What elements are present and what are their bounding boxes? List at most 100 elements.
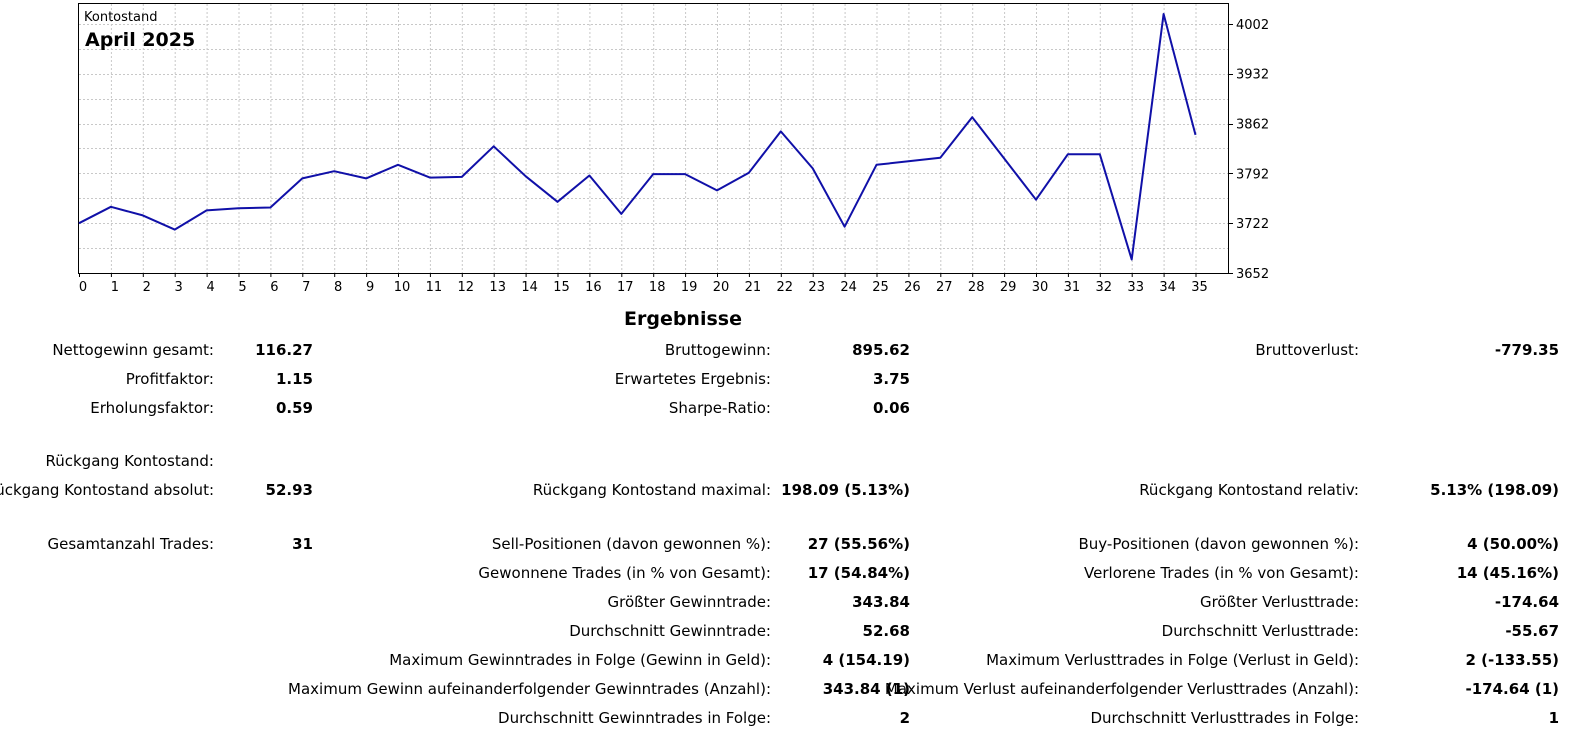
results-row: Erholungsfaktor: 0.59 Sharpe-Ratio: 0.06 (0, 399, 1581, 419)
y-tick-label: 3722 (1236, 217, 1269, 232)
stat-value: -779.35 (1494, 341, 1559, 359)
x-tick-label: 3 (175, 280, 183, 295)
stat-label: Größter Verlusttrade: (1199, 593, 1359, 611)
x-tick-label: 11 (426, 280, 443, 295)
stat-label: Durchschnitt Verlusttrade: (1161, 622, 1359, 640)
stat-label: Buy-Positionen (davon gewonnen %): (1078, 535, 1360, 553)
stat-value: 0.59 (275, 399, 313, 417)
x-tick-label: 23 (808, 280, 825, 295)
stat-label: Sharpe-Ratio: (668, 399, 771, 417)
stat-value: 4 (50.00%) (1467, 535, 1559, 553)
y-tick-label: 4002 (1236, 18, 1269, 33)
y-tick-label: 3792 (1236, 167, 1269, 182)
stat-label: Bruttoverlust: (1255, 341, 1359, 359)
x-tick-label: 13 (489, 280, 506, 295)
stat-label: Nettogewinn gesamt: (52, 341, 214, 359)
x-tick-label: 20 (713, 280, 730, 295)
stat-value: -174.64 (1494, 593, 1559, 611)
stat-label: Verlorene Trades (in % von Gesamt): (1084, 564, 1359, 582)
stat-value: 5.13% (198.09) (1430, 481, 1559, 499)
stat-value: -55.67 (1505, 622, 1559, 640)
stat-value: 31 (292, 535, 313, 553)
balance-line (78, 13, 1197, 261)
x-tick-label: 5 (238, 280, 246, 295)
results-row: Größter Gewinntrade: 343.84 Größter Verlus… (0, 593, 1581, 613)
stat-label: Maximum Verlust aufeinanderfolgender Ver… (884, 680, 1359, 698)
x-tick-label: 14 (521, 280, 538, 295)
y-tick-label: 3932 (1236, 68, 1269, 83)
x-tick-label: 30 (1032, 280, 1049, 295)
results-heading: Ergebnisse (624, 308, 742, 330)
x-tick-label: 21 (745, 280, 762, 295)
stat-label: Größter Gewinntrade: (607, 593, 771, 611)
x-tick-label: 19 (681, 280, 698, 295)
results-row: Maximum Gewinn aufeinanderfolgender Gewi… (0, 680, 1581, 700)
results-row: Maximum Gewinntrades in Folge (Gewinn in… (0, 651, 1581, 671)
x-tick-label: 32 (1096, 280, 1113, 295)
stat-value: 2 (-133.55) (1465, 651, 1559, 669)
results-row: Durchschnitt Gewinntrades in Folge: 2 Durc… (0, 709, 1581, 729)
x-tick-label: 25 (872, 280, 889, 295)
stat-value: 27 (55.56%) (807, 535, 910, 553)
y-tick-label: 3652 (1236, 267, 1269, 282)
chart-title: April 2025 (85, 29, 195, 51)
stat-label: Durchschnitt Gewinntrades in Folge: (498, 709, 771, 727)
x-tick-label: 4 (206, 280, 214, 295)
results-row: Rückgang Kontostand absolut: 52.93 Rückgan… (0, 481, 1581, 501)
x-tick-label: 18 (649, 280, 666, 295)
stat-label: Maximum Gewinn aufeinanderfolgender Gewi… (288, 680, 771, 698)
x-tick-label: 15 (553, 280, 570, 295)
x-tick-label: 34 (1159, 280, 1176, 295)
chart-grid (79, 4, 1228, 273)
x-tick-label: 35 (1191, 280, 1208, 295)
stat-value: 52.68 (862, 622, 910, 640)
results-row: Gewonnene Trades (in % von Gesamt): 17 (5… (0, 564, 1581, 584)
x-tick-label: 8 (334, 280, 342, 295)
stat-value: -174.64 (1) (1465, 680, 1559, 698)
stat-value: 3.75 (872, 370, 910, 388)
stat-value: 116.27 (255, 341, 313, 359)
x-tick-label: 33 (1127, 280, 1144, 295)
x-tick-label: 26 (904, 280, 921, 295)
stat-value: 52.93 (265, 481, 313, 499)
stat-value: 895.62 (852, 341, 910, 359)
y-axis: 4002 3932 3862 3792 3722 3652 (1228, 18, 1269, 282)
x-tick-label: 28 (968, 280, 985, 295)
stat-value: 4 (154.19) (822, 651, 910, 669)
results-row: Gesamtanzahl Trades: 31 Sell-Positionen (d… (0, 535, 1581, 555)
stat-value: 1.15 (275, 370, 313, 388)
results-row: Nettogewinn gesamt: 116.27 Bruttogewinn: 89… (0, 341, 1581, 361)
stat-label: Erwartetes Ergebnis: (614, 370, 771, 388)
x-tick-label: 9 (366, 280, 374, 295)
x-tick-label: 24 (840, 280, 857, 295)
x-tick-label: 0 (79, 280, 87, 295)
stat-value: 1 (1548, 709, 1559, 727)
balance-chart: Kontostand April 2025 400239323862379237… (78, 3, 1269, 295)
stat-value: 198.09 (5.13%) (781, 481, 910, 499)
x-tick-label: 2 (143, 280, 151, 295)
x-tick-label: 12 (458, 280, 475, 295)
results-row: Profitfaktor: 1.15 Erwartetes Ergebnis: 3.7… (0, 370, 1581, 390)
results-row: Rückgang Kontostand: (0, 452, 1581, 472)
stat-label: Durchschnitt Verlusttrades in Folge: (1090, 709, 1359, 727)
x-tick-label: 22 (777, 280, 794, 295)
stat-value: 14 (45.16%) (1456, 564, 1559, 582)
x-tick-label: 10 (394, 280, 411, 295)
stat-label: Rückgang Kontostand relativ: (1139, 481, 1359, 499)
x-tick-label: 16 (585, 280, 602, 295)
x-tick-label: 31 (1064, 280, 1081, 295)
stat-label: Rückgang Kontostand absolut: (0, 481, 214, 499)
stat-label: Sell-Positionen (davon gewonnen %): (491, 535, 771, 553)
stat-label: Maximum Gewinntrades in Folge (Gewinn in… (389, 651, 771, 669)
stat-value: 17 (54.84%) (807, 564, 910, 582)
stat-label: Rückgang Kontostand maximal: (532, 481, 771, 499)
x-axis: 0 1 2 3 4 5 6 7 8 9 10 11 12 13 14 15 16 17 18 19 20 21 22 23 24… (79, 273, 1208, 295)
stat-label: Erholungsfaktor: (90, 399, 214, 417)
x-tick-label: 1 (111, 280, 119, 295)
x-tick-label: 17 (617, 280, 634, 295)
y-tick-label: 3862 (1236, 118, 1269, 133)
stat-label: Gewonnene Trades (in % von Gesamt): (478, 564, 771, 582)
stat-value: 0.06 (872, 399, 910, 417)
x-tick-label: 6 (270, 280, 278, 295)
results-row: Durchschnitt Gewinntrade: 52.68 Durchschni… (0, 622, 1581, 642)
